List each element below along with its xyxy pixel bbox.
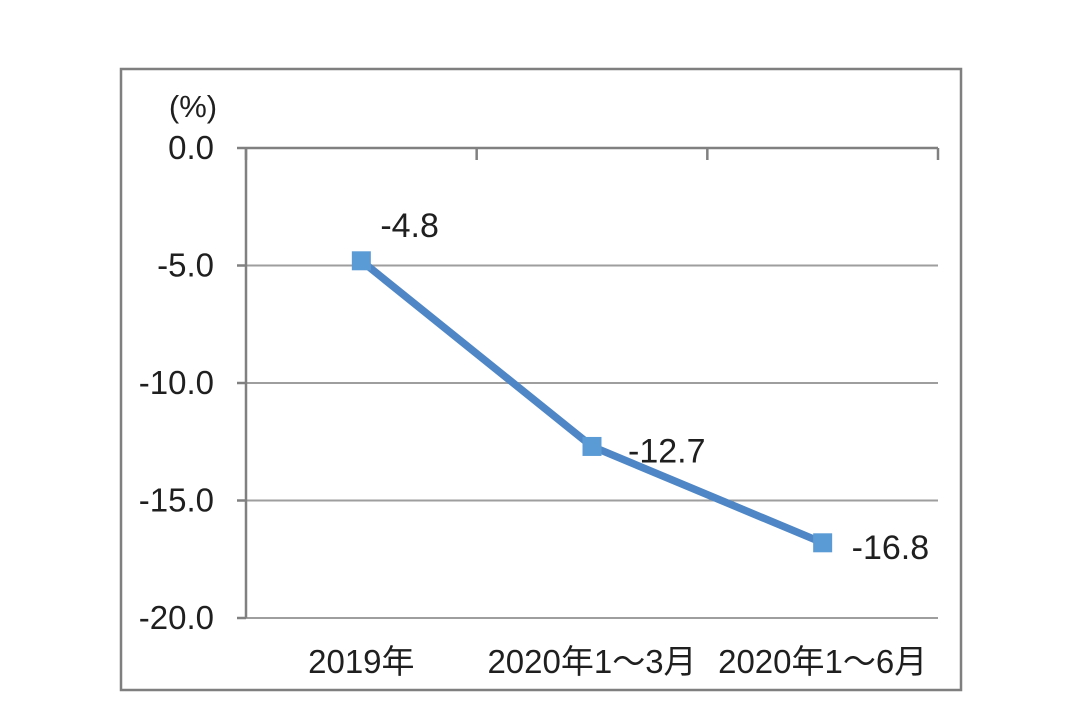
y-tick-label: -20.0 — [139, 599, 214, 636]
data-point-label: -4.8 — [380, 207, 439, 245]
x-tick-label: 2019年 — [308, 643, 414, 680]
y-tick-label: -10.0 — [139, 364, 214, 401]
data-point-label: -16.8 — [852, 529, 930, 567]
data-point-label: -12.7 — [628, 432, 706, 470]
chart-frame — [119, 67, 963, 692]
y-tick-label: -15.0 — [139, 482, 214, 519]
data-point-marker — [582, 436, 602, 456]
data-point-marker — [813, 533, 833, 553]
x-tick-label: 2020年1～6月 — [718, 643, 927, 680]
data-point-marker — [351, 251, 371, 271]
y-axis-unit-label: (%) — [169, 89, 217, 124]
y-tick-label: -5.0 — [157, 247, 214, 284]
x-tick-label: 2020年1～3月 — [487, 643, 696, 680]
y-tick-label: 0.0 — [168, 129, 214, 166]
